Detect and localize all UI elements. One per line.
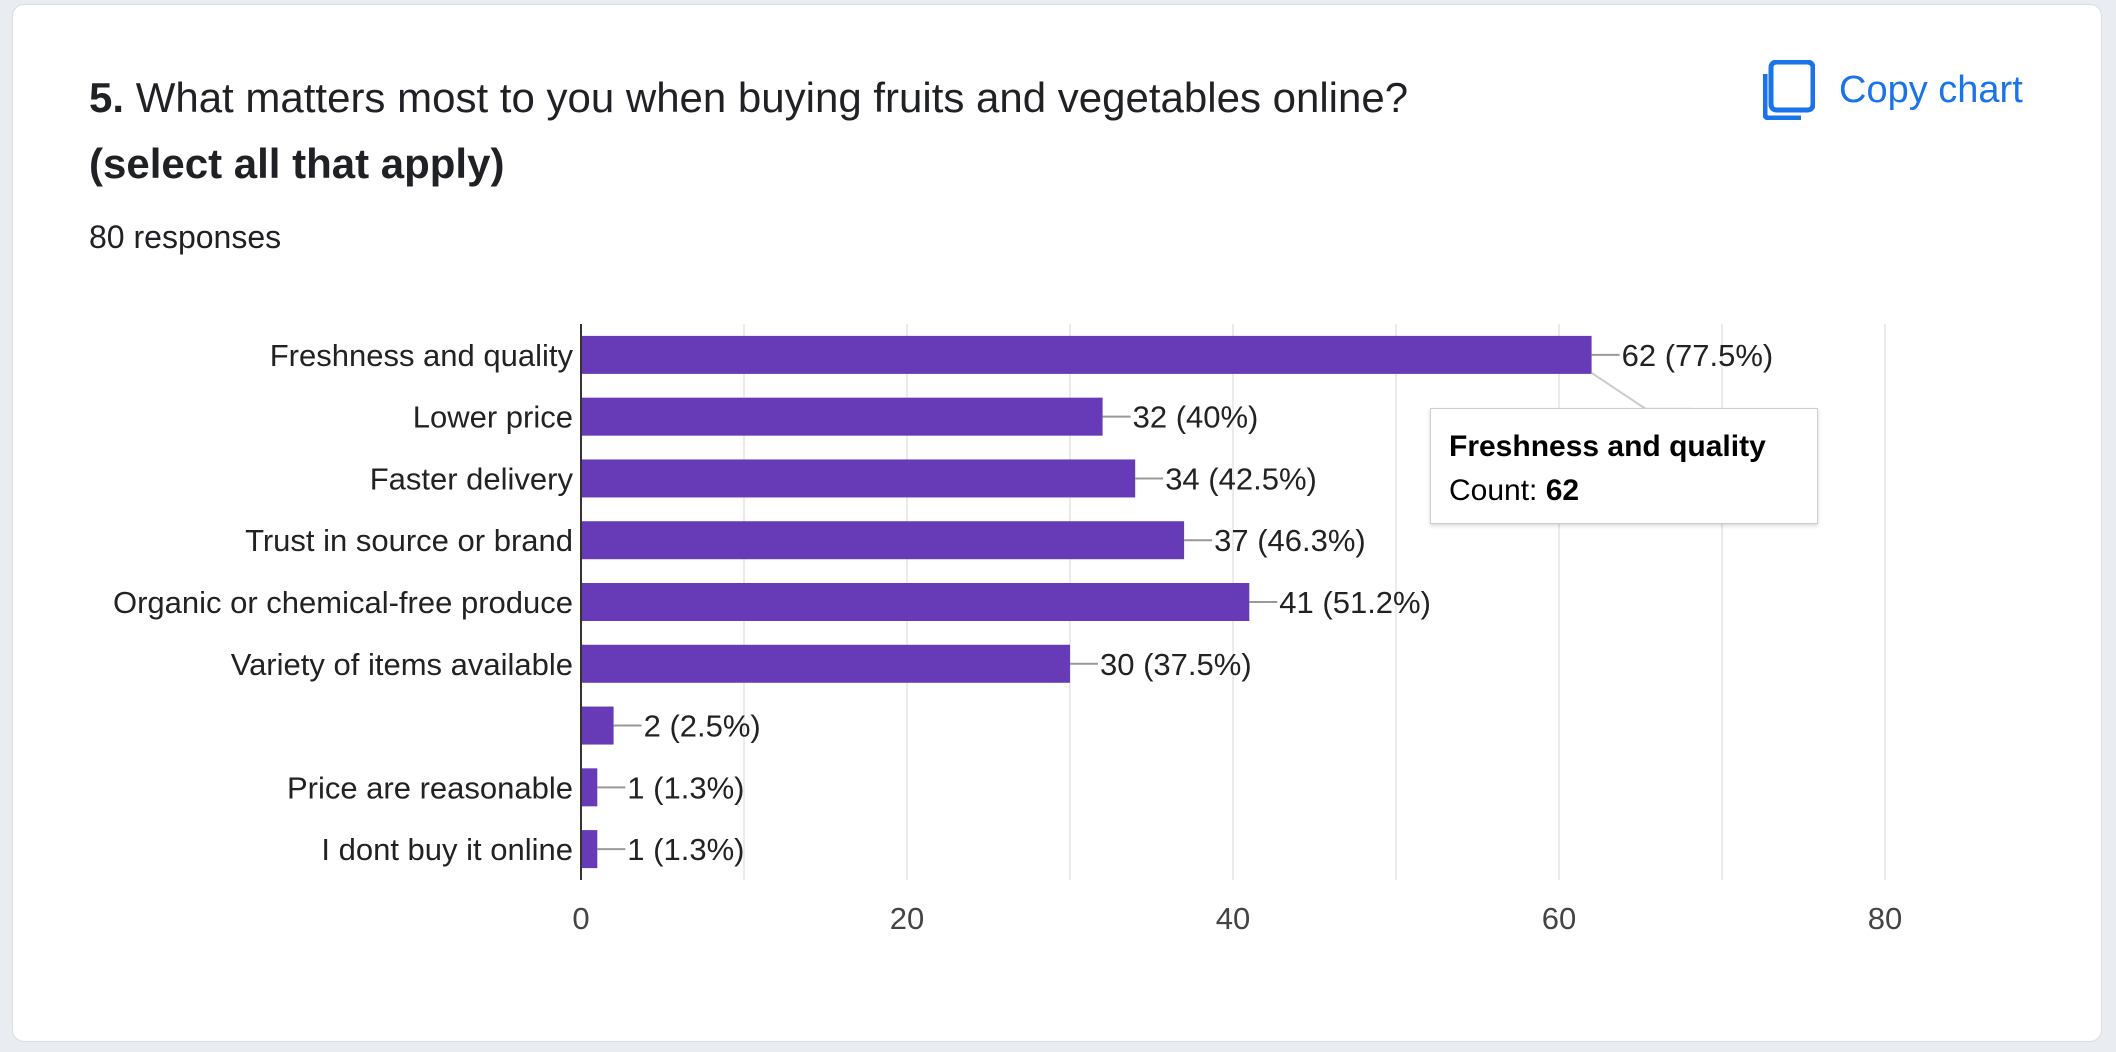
tooltip-count: Count: 62	[1449, 469, 1799, 513]
category-label: Lower price	[413, 400, 573, 435]
tooltip-pointer	[1591, 372, 1692, 410]
bar	[581, 459, 1136, 498]
x-tick-label: 0	[572, 901, 589, 936]
tooltip-count-label: Count:	[1449, 474, 1546, 507]
category-label: I dont buy it online	[321, 832, 573, 867]
copy-chart-button[interactable]: Copy chart	[1762, 57, 2023, 123]
data-label: 2 (2.5%)	[644, 709, 761, 744]
bar	[581, 583, 1250, 621]
category-label: Freshness and quality	[270, 338, 574, 373]
bar	[581, 768, 598, 807]
data-label: 37 (46.3%)	[1214, 523, 1366, 558]
category-label: Faster delivery	[370, 461, 574, 496]
bar	[581, 521, 1185, 560]
x-tick-label: 20	[890, 901, 924, 936]
chart-tooltip: Freshness and quality Count: 62	[1430, 408, 1818, 524]
category-label: Organic or chemical-free produce	[113, 585, 573, 620]
category-label: Trust in source or brand	[245, 523, 573, 558]
data-label: 1 (1.3%)	[627, 832, 744, 867]
category-label: Price are reasonable	[287, 770, 573, 805]
responses-count: 80 responses	[89, 219, 282, 255]
tooltip-title: Freshness and quality	[1449, 430, 1766, 463]
data-label: 62 (77.5%)	[1622, 338, 1774, 373]
copy-icon	[1762, 59, 1816, 121]
bar	[581, 335, 1592, 374]
data-label: 34 (42.5%)	[1165, 461, 1317, 496]
bar	[581, 644, 1070, 683]
question-subtext: (select all that apply)	[89, 140, 505, 187]
data-label: 1 (1.3%)	[627, 770, 744, 805]
data-label: 32 (40%)	[1133, 400, 1259, 435]
bar	[581, 397, 1103, 436]
data-label: 41 (51.2%)	[1279, 585, 1431, 620]
question-text: What matters most to you when buying fru…	[135, 74, 1409, 121]
category-label: Variety of items available	[231, 647, 573, 682]
bar	[581, 706, 614, 745]
question-title: 5. What matters most to you when buying …	[89, 65, 1729, 197]
x-tick-label: 40	[1216, 901, 1250, 936]
tooltip-count-value: 62	[1545, 474, 1580, 507]
bar	[581, 830, 598, 869]
data-label: 30 (37.5%)	[1100, 647, 1252, 682]
question-number: 5.	[89, 74, 125, 121]
x-tick-label: 60	[1542, 901, 1576, 936]
x-tick-label: 80	[1868, 901, 1902, 936]
copy-chart-label: Copy chart	[1839, 68, 2023, 111]
